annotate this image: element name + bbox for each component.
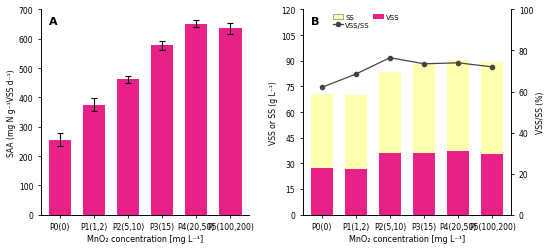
- Legend: SS, VSS/SS, VSS: SS, VSS/SS, VSS: [331, 14, 401, 30]
- Bar: [117, 80, 139, 215]
- Bar: [413, 65, 435, 154]
- X-axis label: MnO₂ concentration [mg L⁻¹]: MnO₂ concentration [mg L⁻¹]: [87, 234, 203, 243]
- VSS/SS: [319, 86, 325, 90]
- X-axis label: MnO₂ concentration [mg L⁻¹]: MnO₂ concentration [mg L⁻¹]: [349, 234, 465, 243]
- Bar: [151, 46, 173, 215]
- Bar: [49, 140, 71, 215]
- VSS/SS: [489, 66, 496, 69]
- Bar: [83, 105, 105, 215]
- Bar: [481, 154, 503, 215]
- Y-axis label: VSS/SS (%): VSS/SS (%): [536, 92, 545, 134]
- Y-axis label: VSS or SS (g L⁻¹): VSS or SS (g L⁻¹): [269, 81, 278, 144]
- VSS/SS: [421, 63, 427, 66]
- Bar: [345, 96, 367, 170]
- Text: B: B: [311, 16, 320, 26]
- Bar: [219, 30, 242, 215]
- VSS/SS: [455, 62, 461, 65]
- Line: VSS/SS: VSS/SS: [320, 56, 495, 90]
- Y-axis label: SAA (mg N g⁻¹VSS d⁻¹): SAA (mg N g⁻¹VSS d⁻¹): [7, 69, 16, 156]
- Text: A: A: [49, 16, 58, 26]
- Bar: [311, 169, 333, 215]
- VSS/SS: [386, 57, 393, 60]
- Bar: [379, 154, 401, 215]
- Bar: [447, 152, 469, 215]
- Bar: [481, 62, 503, 154]
- Bar: [379, 72, 401, 154]
- Bar: [413, 154, 435, 215]
- Bar: [447, 61, 469, 152]
- Bar: [311, 95, 333, 169]
- VSS/SS: [353, 73, 359, 76]
- Bar: [345, 170, 367, 215]
- Bar: [185, 24, 208, 215]
